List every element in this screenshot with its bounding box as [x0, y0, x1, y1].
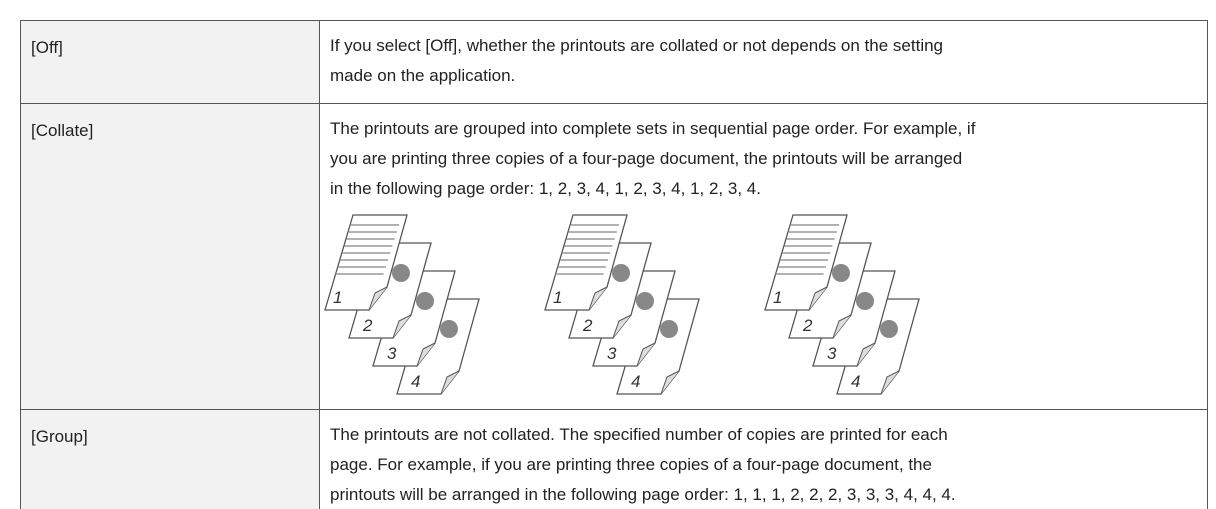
- page: 4: [616, 298, 700, 395]
- page: 1: [324, 214, 408, 311]
- page-number: 2: [802, 316, 813, 335]
- page-fold: [660, 370, 680, 395]
- page-fold: [588, 286, 608, 311]
- page: 2: [348, 242, 432, 339]
- description-line: printouts will be arranged in the follow…: [330, 485, 956, 504]
- page-fold: [636, 342, 656, 367]
- page-number: 4: [411, 372, 420, 391]
- page-number: 2: [362, 316, 373, 335]
- page-number: 1: [333, 288, 342, 307]
- page-number: 2: [582, 316, 593, 335]
- description-line: The printouts are grouped into complete …: [330, 119, 976, 138]
- page-graphic: [612, 264, 630, 282]
- setting-cell: [Group]: [20, 409, 320, 509]
- description-cell: If you select [Off], whether the printou…: [319, 20, 1208, 104]
- page: 1: [544, 214, 628, 311]
- setting: [Off]: [31, 38, 63, 57]
- page-fold: [808, 286, 828, 311]
- page-number: 4: [851, 372, 860, 391]
- page-fold: [832, 314, 852, 339]
- page-number: 1: [553, 288, 562, 307]
- page-graphic: [880, 320, 898, 338]
- page-fold: [368, 286, 388, 311]
- page-graphic: [856, 292, 874, 310]
- page: 4: [396, 298, 480, 395]
- setting: [Group]: [31, 427, 88, 446]
- page-fold: [416, 342, 436, 367]
- setting-cell: [Collate]: [20, 103, 320, 410]
- page-graphic: [440, 320, 458, 338]
- page-number: 3: [387, 344, 397, 363]
- page-graphic: [392, 264, 410, 282]
- page-graphic: [636, 292, 654, 310]
- page-fold: [856, 342, 876, 367]
- page: 3: [592, 270, 676, 367]
- description-line: page. For example, if you are printing t…: [330, 455, 932, 474]
- description-line: The printouts are not collated. The spec…: [330, 425, 948, 444]
- page-number: 4: [631, 372, 640, 391]
- page-fold: [440, 370, 460, 395]
- page-number: 1: [773, 288, 782, 307]
- page-fold: [612, 314, 632, 339]
- page: 2: [568, 242, 652, 339]
- page-fold: [880, 370, 900, 395]
- page-graphic: [832, 264, 850, 282]
- setting: [Collate]: [31, 121, 94, 140]
- setting-cell: [Off]: [20, 20, 320, 104]
- page-stack: 432 1: [324, 214, 480, 395]
- description-line: you are printing three copies of a four-…: [330, 149, 963, 168]
- description-line: If you select [Off], whether the printou…: [330, 36, 944, 55]
- page: 4: [836, 298, 920, 395]
- page: 3: [812, 270, 896, 367]
- page-stack: 432 1: [764, 214, 920, 395]
- description-line: made on the application.: [330, 66, 516, 85]
- page-number: 3: [607, 344, 617, 363]
- description-line: in the following page order: 1, 2, 3, 4,…: [330, 179, 761, 198]
- page: 3: [372, 270, 456, 367]
- page-stack: 432 1: [544, 214, 700, 395]
- page-graphic: [416, 292, 434, 310]
- page: 1: [764, 214, 848, 311]
- page-graphic: [660, 320, 678, 338]
- page-number: 3: [827, 344, 837, 363]
- page-fold: [392, 314, 412, 339]
- description-cell: The printouts are not collated. The spec…: [319, 409, 1208, 509]
